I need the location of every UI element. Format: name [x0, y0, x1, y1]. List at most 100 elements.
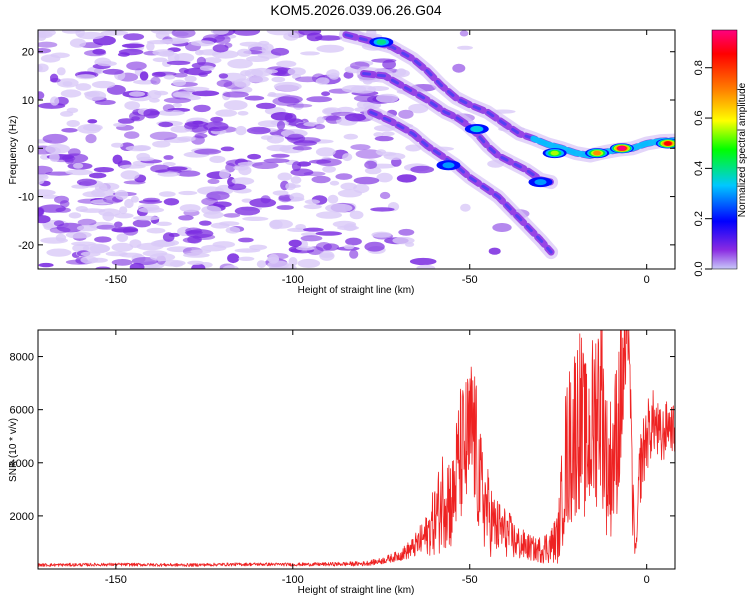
spectrogram-speckle — [105, 251, 128, 257]
spectrogram-speckle — [178, 190, 198, 196]
spectrogram-peak — [618, 146, 626, 151]
spectrogram-speckle — [251, 161, 279, 169]
spectrogram-speckle — [296, 246, 315, 251]
spectrogram-ylabel: Frequency (Hz) — [8, 116, 19, 185]
spectrogram-speckle — [167, 166, 188, 171]
spectrogram-speckle — [288, 257, 298, 267]
spectrogram-speckle — [38, 91, 45, 100]
spectrogram-speckle — [295, 76, 321, 83]
spectrogram-speckle — [178, 67, 189, 74]
spectrogram-speckle — [146, 41, 155, 51]
spectrogram-speckle — [59, 111, 74, 117]
spectrogram-speckle — [210, 222, 230, 229]
spectrogram-speckle — [158, 121, 174, 128]
spectrogram-speckle — [190, 249, 212, 254]
spectrogram-speckle — [319, 250, 335, 261]
spectrogram-speckle — [119, 164, 146, 169]
spectrogram-speckle — [277, 172, 292, 181]
spectrogram-speckle — [111, 142, 124, 148]
spectrogram-speckle — [207, 178, 220, 184]
y-tick-label: 0 — [28, 143, 34, 155]
spectrogram-speckle — [56, 67, 66, 76]
spectrogram-speckle — [288, 239, 302, 247]
spectrogram-peak — [593, 150, 601, 156]
spectrogram-speckle — [53, 220, 65, 227]
spectrogram-speckle — [285, 182, 296, 191]
spectrogram-speckle — [287, 67, 306, 76]
spectrogram-ticks: -150 -100 -50 0 20 10 0 -10 -20 — [18, 30, 675, 286]
spectrogram-speckle — [139, 71, 149, 81]
spectrogram-speckle — [376, 93, 399, 103]
spectrogram-speckle — [143, 108, 160, 119]
spectrogram-speckle — [300, 51, 320, 56]
spectrogram-speckle — [245, 55, 270, 63]
spectrogram-speckle — [460, 203, 471, 212]
spectrogram-speckle — [162, 162, 176, 167]
spectrogram-speckle — [316, 211, 342, 219]
spectrogram-speckle — [322, 165, 336, 173]
spectrogram-speckle — [50, 96, 60, 106]
spectrogram-speckle — [116, 233, 129, 242]
spectrogram-speckle — [237, 111, 249, 116]
spectrogram-speckle — [162, 104, 175, 112]
spectrogram-speckle — [66, 120, 80, 127]
snr-panel: -150 -100 -50 0 2000 4000 6000 8000 Height of s… — [8, 329, 676, 596]
spectrogram-speckle — [246, 126, 271, 135]
spectrogram-speckle — [87, 119, 98, 124]
spectrogram-speckle — [38, 31, 53, 39]
spectrogram-speckle — [373, 132, 384, 138]
spectrogram-speckle — [166, 246, 192, 253]
spectrogram-speckle — [212, 44, 229, 53]
spectrogram-speckle — [342, 153, 353, 162]
spectrogram-speckle — [416, 264, 436, 269]
spectrogram-speckle — [340, 182, 358, 191]
spectrogram-speckle — [117, 118, 135, 124]
spectrogram-speckle — [220, 146, 235, 152]
spectrogram-speckle — [80, 251, 101, 257]
spectrogram-speckle — [244, 95, 265, 101]
spectrogram-speckle — [321, 91, 331, 96]
spectrogram-speckle — [91, 188, 116, 198]
spectrogram-speckle — [264, 69, 278, 74]
spectrogram-speckle — [176, 170, 201, 177]
spectrogram-speckle — [117, 52, 130, 57]
spectrogram-speckle — [65, 231, 92, 239]
spectrogram-speckle — [364, 241, 385, 252]
spectrogram-speckle — [398, 109, 414, 119]
spectrogram-speckle — [163, 97, 191, 104]
spectrogram-speckle — [376, 172, 393, 183]
spectrogram-speckle — [45, 144, 71, 154]
spectrogram-speckle — [62, 81, 73, 87]
spectrogram-speckle — [232, 30, 261, 36]
spectrogram-speckle — [290, 176, 302, 184]
spectrogram-speckle — [126, 61, 147, 71]
spectrogram-speckle — [123, 33, 145, 41]
spectrogram-speckle — [49, 226, 71, 234]
spectrogram-speckle — [75, 206, 89, 212]
spectrogram-speckle — [115, 189, 129, 200]
spectrogram-speckle — [223, 213, 241, 218]
spectrogram-speckle — [343, 223, 357, 232]
colorbar: 0.0 0.2 0.4 0.6 0.8 Normalized spectral ampl… — [693, 29, 748, 277]
spectrogram-speckle — [55, 207, 71, 213]
spectrogram-speckle — [214, 35, 231, 45]
spectrogram-speckle — [329, 180, 340, 186]
spectrogram-speckle — [247, 153, 261, 160]
spectrogram-speckle — [129, 262, 145, 269]
spectrogram-speckle — [183, 86, 210, 92]
spectrogram-speckle — [177, 136, 196, 142]
spectrogram-speckle — [270, 47, 290, 56]
spectrogram-speckle — [190, 40, 215, 47]
spectrogram-speckle — [130, 195, 139, 203]
spectrogram-speckle — [114, 213, 134, 219]
spectrogram-speckle — [199, 220, 212, 226]
spectrogram-speckle — [76, 178, 97, 186]
spectrogram-speckle — [452, 63, 466, 73]
spectrogram-speckle — [203, 121, 229, 132]
x-tick-label: -50 — [462, 574, 478, 586]
spectrogram-speckle — [256, 102, 276, 109]
spectrogram-speckle — [350, 144, 371, 151]
chart-title: KOM5.2026.039.06.26.G04 — [270, 2, 441, 18]
spectrogram-speckle — [152, 140, 171, 148]
spectrogram-speckle — [249, 244, 268, 250]
